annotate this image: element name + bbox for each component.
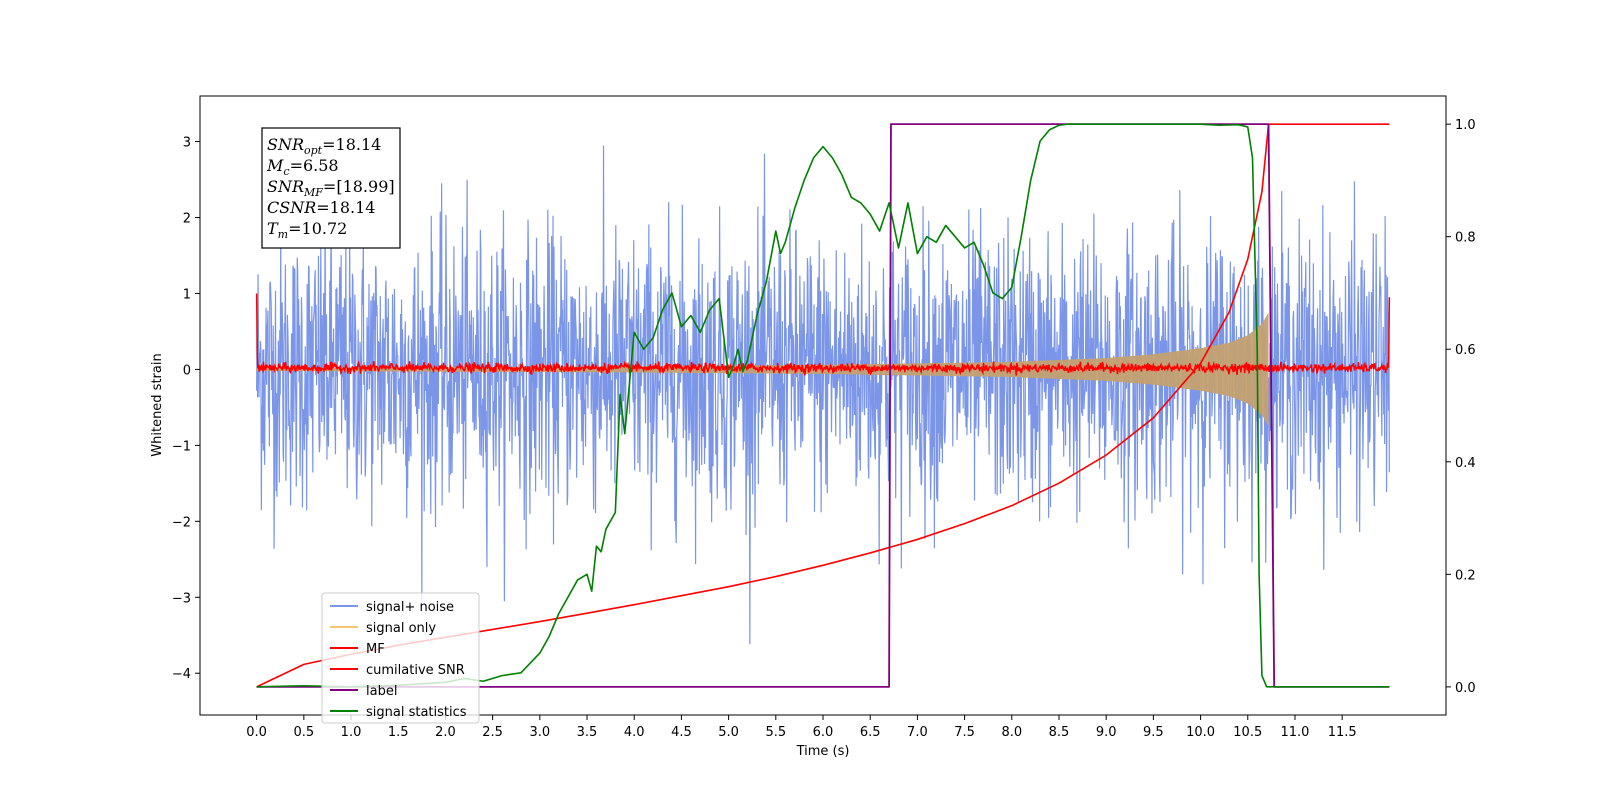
- y-right-tick-label: 0.4: [1455, 456, 1476, 471]
- x-tick-label: 5.0: [718, 725, 739, 740]
- annotation-box-frame: [261, 127, 401, 249]
- legend-label: signal only: [366, 621, 436, 636]
- y-tick-label: −2: [172, 515, 191, 530]
- annotation-line: CSNR=18.14: [267, 198, 375, 217]
- x-tick-label: 4.0: [624, 725, 645, 740]
- x-tick-label: 2.5: [482, 725, 503, 740]
- x-tick-label: 0.5: [293, 725, 314, 740]
- legend-label: cumilative SNR: [366, 663, 465, 678]
- x-tick-label: 7.5: [954, 725, 975, 740]
- annotation-line: SNRopt=18.14: [267, 135, 381, 157]
- y-tick-label: −3: [172, 591, 191, 606]
- x-tick-label: 11.5: [1328, 725, 1357, 740]
- annotation-line: Mc=6.58: [266, 156, 339, 178]
- y-tick-label: 0: [183, 363, 191, 378]
- x-tick-label: 5.5: [765, 725, 786, 740]
- x-tick-label: 0.0: [246, 725, 267, 740]
- x-tick-label: 3.5: [577, 725, 598, 740]
- series-signal-statistics: [256, 123, 1390, 688]
- y-right-tick-label: 0.2: [1455, 568, 1476, 583]
- x-tick-label: 9.5: [1143, 725, 1164, 740]
- legend: [321, 592, 480, 724]
- annotation-line: Tm=10.72: [267, 219, 347, 241]
- x-tick-label: 7.0: [907, 725, 928, 740]
- x-axis-label: Time (s): [796, 744, 850, 759]
- x-tick-label: 8.5: [1049, 725, 1070, 740]
- x-tick-label: 4.5: [671, 725, 692, 740]
- x-tick-label: 9.0: [1096, 725, 1117, 740]
- x-tick-label: 6.5: [860, 725, 881, 740]
- y-tick-label: 3: [183, 136, 191, 151]
- y-tick-label: −1: [172, 439, 191, 454]
- legend-label: MF: [366, 642, 385, 657]
- x-tick-label: 1.5: [388, 725, 409, 740]
- legend-label: signal statistics: [366, 705, 467, 720]
- x-tick-label: 11.0: [1280, 725, 1309, 740]
- y-tick-label: −4: [172, 667, 191, 682]
- legend-label: label: [366, 684, 397, 699]
- series-signal-noise: [256, 145, 1390, 645]
- y-tick-label: 2: [183, 212, 191, 227]
- y-right-tick-label: 0.8: [1455, 231, 1476, 246]
- x-tick-label: 8.0: [1001, 725, 1022, 740]
- x-tick-label: 6.0: [813, 725, 834, 740]
- x-tick-label: 1.0: [341, 725, 362, 740]
- legend-label: signal+ noise: [366, 600, 454, 615]
- y-right-tick-label: 0.0: [1455, 681, 1476, 696]
- y-tick-label: 1: [183, 287, 191, 302]
- y-axis-label: Whitened strain: [150, 353, 165, 456]
- x-tick-label: 2.0: [435, 725, 456, 740]
- annotation-line: SNRMF=[18.99]: [267, 177, 395, 199]
- y-right-tick-label: 1.0: [1455, 118, 1476, 133]
- x-tick-label: 3.0: [529, 725, 550, 740]
- x-tick-label: 10.5: [1233, 725, 1262, 740]
- y-right-tick-label: 0.6: [1455, 343, 1476, 358]
- x-tick-label: 10.0: [1186, 725, 1215, 740]
